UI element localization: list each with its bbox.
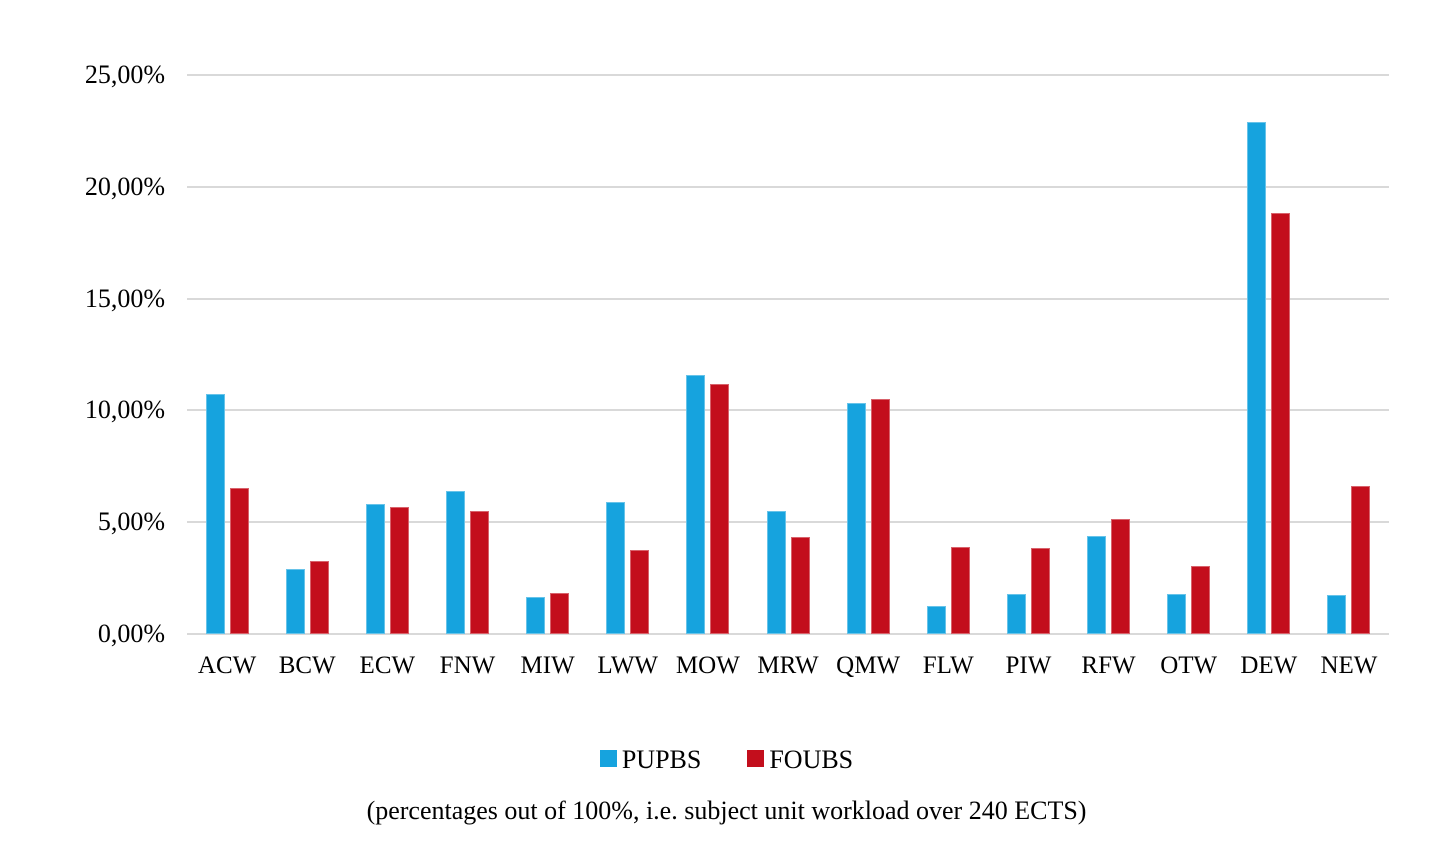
chart-caption: (percentages out of 100%, i.e. subject u… [366,796,1087,825]
gridline [187,521,1389,524]
x-axis-category-label: MRW [757,652,819,679]
bar-foubs-fnw [469,511,489,634]
y-axis-tick-label: 10,00% [84,395,165,425]
bar-foubs-new [1351,486,1371,634]
bar-foubs-lww [630,550,650,634]
gridline [187,633,1389,635]
legend: PUPBS FOUBS [0,745,1453,775]
x-axis-category-label: FLW [922,652,974,679]
bar-pupbs-qmw [846,402,866,634]
x-axis-category-label: PIW [1005,652,1052,679]
bar-pupbs-rfw [1087,535,1107,634]
y-axis-tick-label: 0,00% [97,619,165,648]
bar-pupbs-mrw [766,511,786,634]
x-axis-category-label: FNW [439,652,496,679]
x-axis-category-label: OTW [1160,652,1218,679]
plot-area [187,74,1389,635]
legend-swatch-pupbs-icon [599,749,617,767]
bar-pupbs-acw [205,393,225,634]
legend-label-foubs: FOUBS [769,745,854,774]
y-axis-tick-label: 15,00% [84,283,165,313]
gridline [187,185,1389,188]
bar-foubs-ecw [389,506,409,634]
gridline [187,74,1389,76]
x-axis-category-label: MIW [520,652,575,679]
bar-foubs-qmw [870,399,890,634]
x-axis-category-label: NEW [1320,652,1378,679]
bar-pupbs-lww [606,502,626,634]
x-axis-category-label: LWW [597,652,659,679]
bar-pupbs-fnw [445,490,465,634]
bar-foubs-acw [229,487,249,634]
gridline [187,409,1389,412]
bar-foubs-rfw [1111,518,1131,634]
legend-item-foubs: FOUBS [747,745,853,775]
bar-pupbs-new [1327,594,1347,634]
bar-pupbs-flw [926,606,946,634]
x-axis-category-label: QMW [836,652,901,679]
bar-pupbs-miw [526,597,546,634]
bar-foubs-piw [1030,547,1050,634]
bar-foubs-flw [950,546,970,634]
gridline [187,297,1389,300]
bar-foubs-mrw [790,536,810,634]
legend-item-pupbs: PUPBS [599,745,702,775]
bar-foubs-mow [710,383,730,634]
bar-foubs-bcw [309,561,329,634]
x-axis-category-label: RFW [1081,652,1136,679]
bar-foubs-otw [1191,565,1211,634]
x-axis-category-label: MOW [675,652,740,679]
x-axis-category-label: BCW [278,652,336,679]
bar-pupbs-ecw [365,504,385,634]
bar-pupbs-mow [686,374,706,634]
y-axis-tick-label: 20,00% [84,171,165,201]
bar-pupbs-bcw [285,569,305,634]
x-axis-category-label: DEW [1240,652,1298,679]
x-axis-category-label: ECW [359,652,416,679]
x-axis-category-label: ACW [197,652,257,679]
bar-pupbs-otw [1167,593,1187,634]
legend-swatch-foubs-icon [747,749,765,767]
bar-pupbs-piw [1006,593,1026,634]
bar-foubs-dew [1271,212,1291,634]
y-axis-tick-label: 25,00% [84,60,165,89]
bar-pupbs-dew [1247,121,1267,634]
bar-foubs-miw [550,592,570,634]
legend-label-pupbs: PUPBS [621,745,702,774]
y-axis-tick-label: 5,00% [97,507,165,537]
